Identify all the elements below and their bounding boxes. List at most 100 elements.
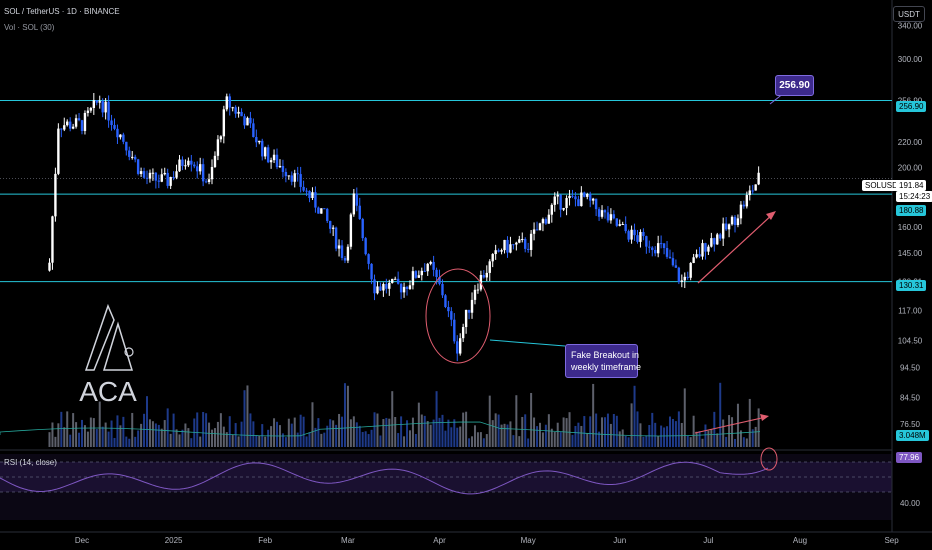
rsi-tick-label: 40.00: [900, 499, 921, 508]
candle-body: [370, 263, 373, 280]
volume-bar: [618, 431, 621, 447]
candle-body: [92, 100, 96, 108]
volume-bar: [479, 432, 482, 447]
candle-body: [314, 192, 317, 208]
volume-bar: [465, 411, 468, 447]
volume-bar: [636, 411, 639, 447]
candle-body: [290, 175, 293, 182]
candle-body: [116, 128, 119, 138]
volume-bar: [583, 416, 586, 447]
volume-bar: [722, 419, 725, 447]
candle-body: [148, 172, 152, 179]
candle-body: [151, 172, 155, 174]
candle-body: [261, 140, 264, 157]
candle-body: [104, 101, 107, 113]
volume-bar: [338, 413, 341, 447]
volume-bar: [264, 436, 267, 447]
time-tick-label: Mar: [341, 536, 355, 545]
volume-bar: [739, 430, 742, 447]
volume-bar: [284, 437, 287, 447]
candle-body: [488, 261, 491, 273]
volume-bar: [609, 423, 612, 447]
candle-body: [497, 250, 500, 252]
candle-body: [66, 121, 69, 126]
candle-body: [695, 254, 698, 258]
candle-body: [139, 171, 143, 174]
price-tick-label: 117.00: [898, 306, 922, 315]
candle-body: [476, 289, 480, 291]
currency-button[interactable]: USDT: [893, 6, 925, 22]
candle-body: [394, 278, 397, 280]
candle-body: [698, 254, 701, 257]
logo-mark-right: [102, 321, 134, 371]
volume-bar: [707, 430, 710, 447]
volume-bar: [639, 423, 642, 447]
candle-body: [432, 261, 435, 270]
volume-bar: [157, 424, 160, 447]
volume-bar: [175, 429, 178, 447]
candle-body: [343, 257, 347, 261]
volume-bar: [240, 421, 243, 447]
candle-body: [538, 223, 542, 231]
volume-bar: [654, 422, 657, 447]
volume-bar: [57, 423, 60, 447]
candle-body: [266, 147, 270, 163]
candle-body: [580, 192, 583, 207]
volume-trend-arrow: [694, 416, 767, 434]
volume-bar: [512, 435, 515, 447]
candle-body: [246, 117, 249, 126]
candle-body: [349, 214, 353, 247]
candle-body: [651, 247, 654, 250]
candle-body: [447, 306, 450, 312]
candle-body: [237, 111, 240, 114]
candle-body: [136, 159, 140, 174]
candle-body: [252, 123, 255, 138]
candle-body: [689, 262, 692, 278]
volume-bar: [258, 435, 261, 447]
candle-body: [198, 164, 202, 172]
candle-body: [190, 160, 193, 165]
volume-bar: [237, 436, 240, 447]
time-tick-label: Dec: [75, 536, 89, 545]
target-callout: 256.90: [775, 75, 814, 96]
volume-bar: [538, 422, 541, 447]
volume-bar: [394, 416, 397, 447]
volume-bar: [426, 421, 429, 447]
candle-body: [405, 286, 409, 289]
rsi-highlight-circle: [760, 447, 778, 471]
volume-bar: [222, 426, 225, 447]
candle-body: [713, 238, 716, 245]
logo-mark-left: [84, 303, 115, 371]
volume-bar: [671, 418, 674, 447]
candle-body: [131, 156, 134, 158]
badge-volume: 3.048M: [896, 430, 929, 441]
volume-bar: [710, 429, 713, 447]
volume-bar: [367, 434, 370, 447]
volume-bar: [444, 430, 447, 447]
candle-body: [302, 186, 305, 191]
volume-bar: [692, 415, 695, 447]
candle-body: [379, 286, 382, 291]
volume-bar: [323, 432, 326, 447]
candle-body: [464, 309, 468, 328]
candle-body: [210, 166, 214, 180]
volume-bar: [509, 421, 512, 447]
volume-bar: [329, 419, 332, 447]
volume-bar: [701, 438, 704, 447]
volume-bar: [621, 429, 624, 447]
volume-bar: [408, 430, 411, 447]
volume-bar: [131, 412, 134, 447]
price-tick-label: 340.00: [898, 22, 923, 31]
volume-bar: [72, 413, 75, 447]
volume-bar: [518, 436, 521, 447]
volume-bar: [107, 431, 110, 447]
volume-bar: [352, 416, 355, 447]
volume-bar: [299, 414, 302, 447]
volume-ma-line: [0, 421, 761, 437]
candle-body: [196, 166, 199, 172]
candle-body: [473, 289, 477, 300]
candle-body: [441, 283, 444, 296]
price-tick-label: 104.50: [898, 337, 923, 346]
candle-body: [83, 112, 87, 131]
